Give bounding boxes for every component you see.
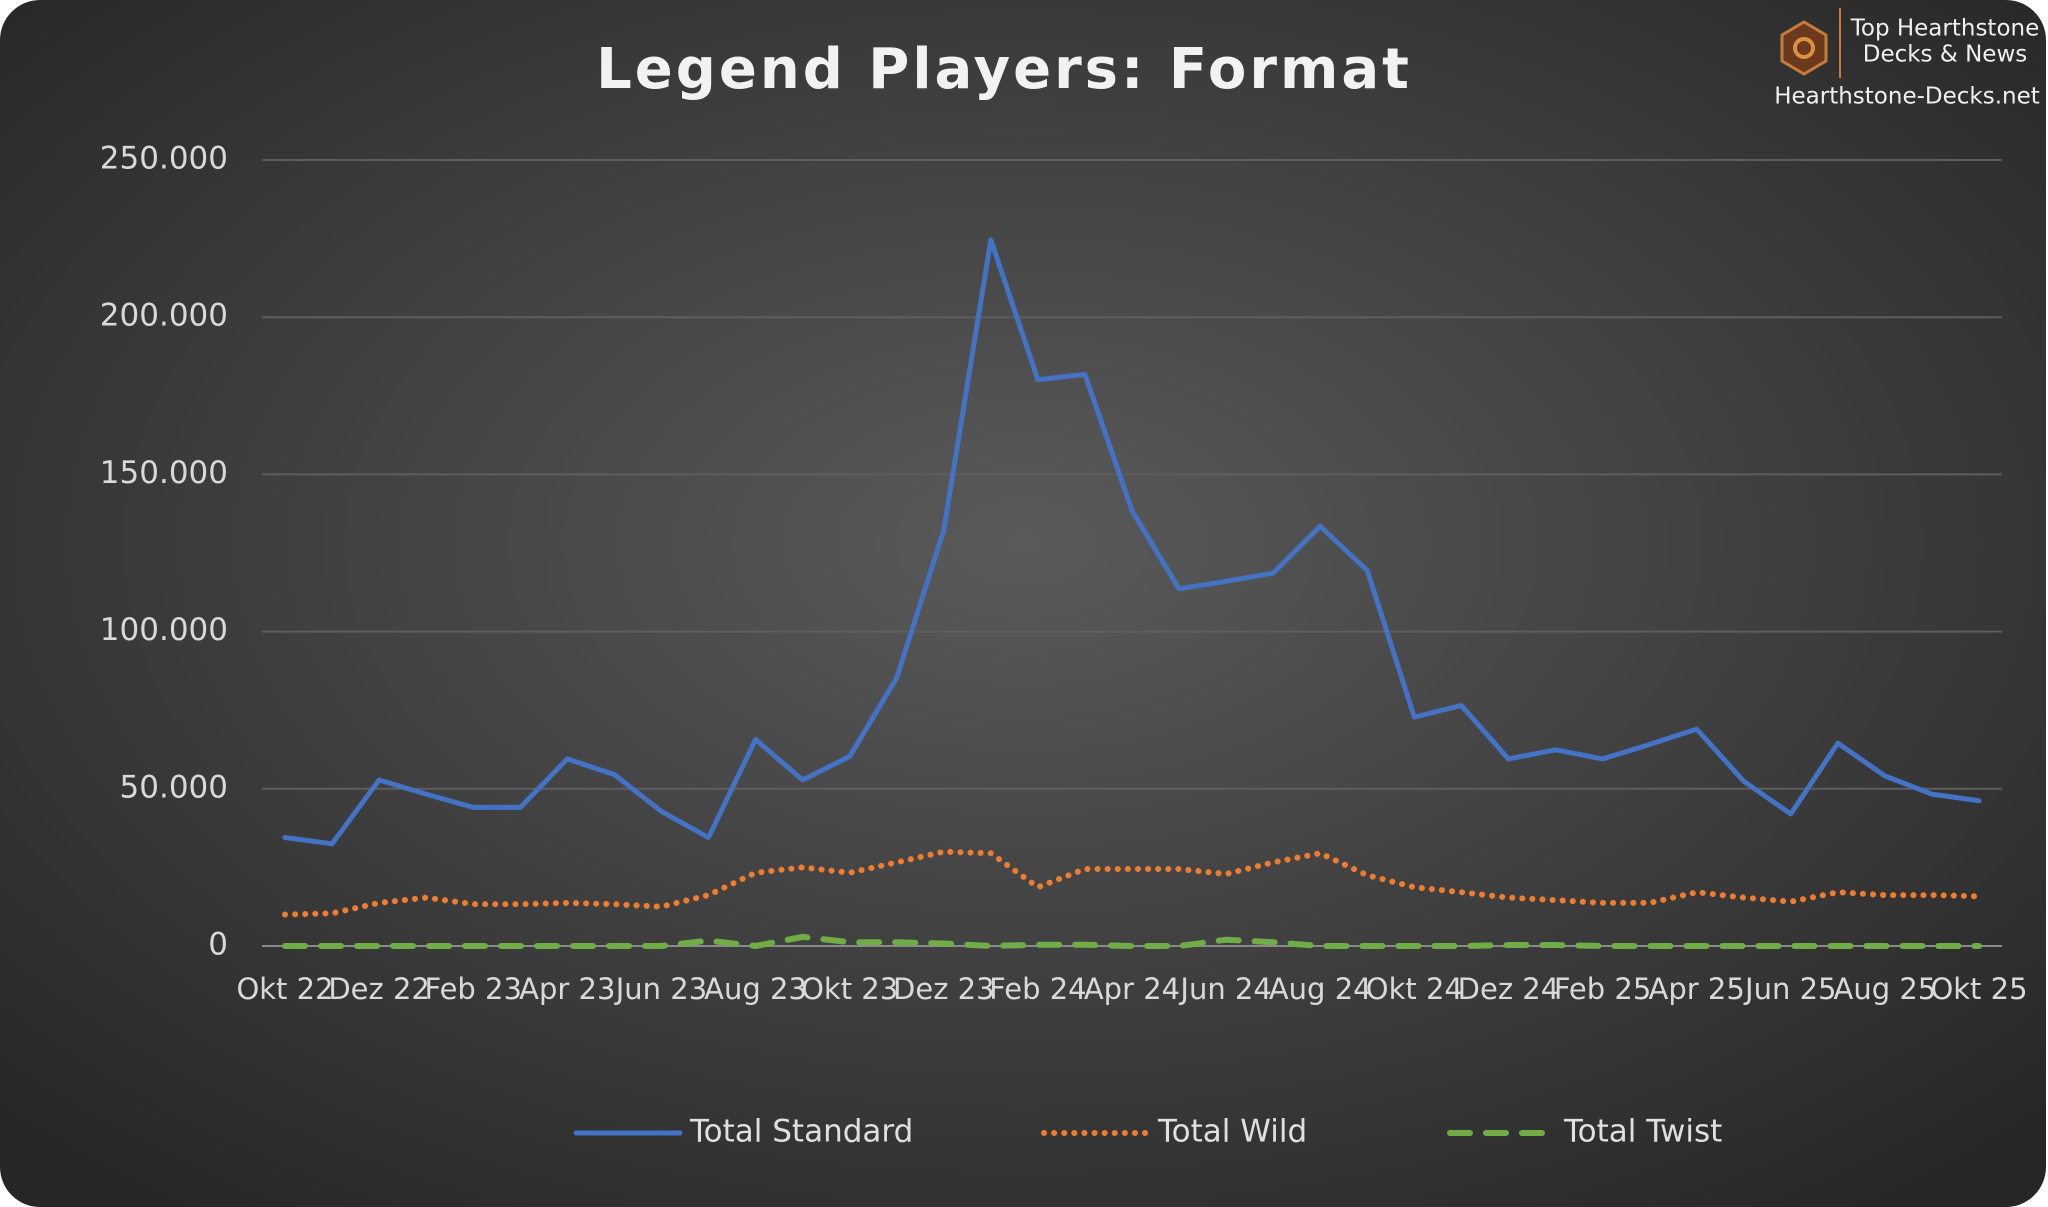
logo: Top Hearthstone Decks & News Hearthstone… [1774,8,2040,110]
brand-line: Top Hearthstone [1850,16,2040,42]
x-tick-label: Okt 22 [236,972,333,1006]
x-tick-label: Okt 25 [1930,972,2027,1006]
x-tick-label: Apr 25 [1649,972,1745,1006]
x-tick-label: Jun 24 [1178,972,1271,1006]
y-tick-label: 100.000 [100,612,228,648]
y-tick-label: 50.000 [120,769,228,805]
x-tick-label: Feb 24 [989,972,1086,1006]
chart-title: Legend Players: Format [596,37,1412,102]
legend-label: Total Wild [1157,1114,1307,1150]
series-line [282,237,1982,847]
legend-label: Total Twist [1563,1114,1722,1150]
x-tick-label: Okt 23 [801,972,898,1006]
logo-icon-swirl [1793,37,1815,59]
x-tick-label: Apr 24 [1084,972,1180,1006]
x-tick-label: Jun 23 [614,972,707,1006]
series-line [282,933,1982,949]
y-tick-label: 150.000 [100,455,228,491]
x-tick-label: Aug 23 [704,972,807,1006]
x-tick-label: Feb 25 [1554,972,1651,1006]
brand-site: Hearthstone-Decks.net [1774,84,2040,110]
x-tick-label: Dez 22 [328,972,430,1006]
x-tick-label: Feb 23 [424,972,521,1006]
y-tick-label: 0 [208,927,228,963]
x-tick-label: Dez 23 [893,972,995,1006]
x-tick-label: Okt 24 [1366,972,1463,1006]
x-tick-label: Aug 24 [1269,972,1372,1006]
logo-icon [1780,20,1828,76]
x-tick-label: Dez 24 [1458,972,1560,1006]
x-tick-label: Apr 23 [519,972,615,1006]
legend-label: Total Standard [689,1114,913,1150]
x-tick-label: Jun 25 [1743,972,1836,1006]
brand-line: Decks & News [1863,42,2028,68]
series-line [282,848,1982,918]
x-tick-label: Aug 25 [1834,972,1937,1006]
y-tick-label: 200.000 [100,298,228,334]
y-tick-label: 250.000 [100,141,228,177]
